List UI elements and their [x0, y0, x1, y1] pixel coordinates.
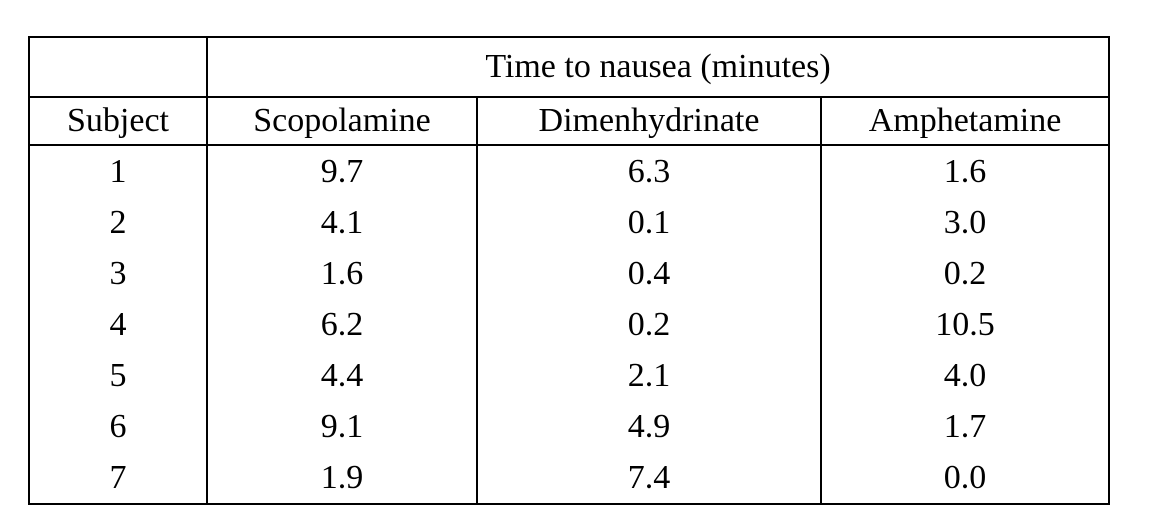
amphetamine-cell: 4.0: [819, 350, 1110, 401]
scopolamine-cell: 4.4: [206, 350, 477, 401]
amphetamine-cell: 3.0: [819, 197, 1110, 248]
scopolamine-cell: 9.7: [206, 145, 477, 197]
column-header-row: Subject Scopolamine Dimenhydrinate Amphe…: [28, 97, 1110, 146]
dimenhydrinate-cell: 0.4: [476, 248, 821, 299]
table-row: 2 4.1 0.1 3.0: [28, 197, 1110, 248]
dimenhydrinate-cell: 0.2: [476, 299, 821, 350]
subject-cell: 7: [28, 452, 207, 504]
amphetamine-cell: 1.7: [819, 401, 1110, 452]
table-row: 7 1.9 7.4 0.0: [28, 452, 1110, 504]
subject-cell: 4: [28, 299, 207, 350]
scopolamine-cell: 4.1: [206, 197, 477, 248]
table-row: 4 6.2 0.2 10.5: [28, 299, 1110, 350]
subject-cell: 1: [28, 145, 207, 197]
column-header-amphetamine: Amphetamine: [819, 97, 1110, 146]
column-header-dimenhydrinate: Dimenhydrinate: [476, 97, 821, 146]
subject-cell: 5: [28, 350, 207, 401]
span-header-row: Time to nausea (minutes): [28, 37, 1110, 98]
nausea-data-table: Time to nausea (minutes) Subject Scopola…: [28, 36, 1111, 505]
table-row: 5 4.4 2.1 4.0: [28, 350, 1110, 401]
table-row: 3 1.6 0.4 0.2: [28, 248, 1110, 299]
amphetamine-cell: 10.5: [819, 299, 1110, 350]
subject-cell: 2: [28, 197, 207, 248]
subject-cell: 6: [28, 401, 207, 452]
scopolamine-cell: 9.1: [206, 401, 477, 452]
scopolamine-cell: 1.6: [206, 248, 477, 299]
column-header-subject: Subject: [28, 97, 207, 146]
amphetamine-cell: 0.0: [819, 452, 1110, 504]
dimenhydrinate-cell: 6.3: [476, 145, 821, 197]
dimenhydrinate-cell: 2.1: [476, 350, 821, 401]
column-header-scopolamine: Scopolamine: [206, 97, 477, 146]
dimenhydrinate-cell: 4.9: [476, 401, 821, 452]
scopolamine-cell: 6.2: [206, 299, 477, 350]
table-row: 6 9.1 4.9 1.7: [28, 401, 1110, 452]
scopolamine-cell: 1.9: [206, 452, 477, 504]
subject-cell: 3: [28, 248, 207, 299]
amphetamine-cell: 1.6: [819, 145, 1110, 197]
span-header-cell: Time to nausea (minutes): [205, 37, 1110, 98]
table-row: 1 9.7 6.3 1.6: [28, 145, 1110, 197]
dimenhydrinate-cell: 7.4: [476, 452, 821, 504]
corner-empty-cell: [28, 37, 207, 98]
amphetamine-cell: 0.2: [819, 248, 1110, 299]
dimenhydrinate-cell: 0.1: [476, 197, 821, 248]
